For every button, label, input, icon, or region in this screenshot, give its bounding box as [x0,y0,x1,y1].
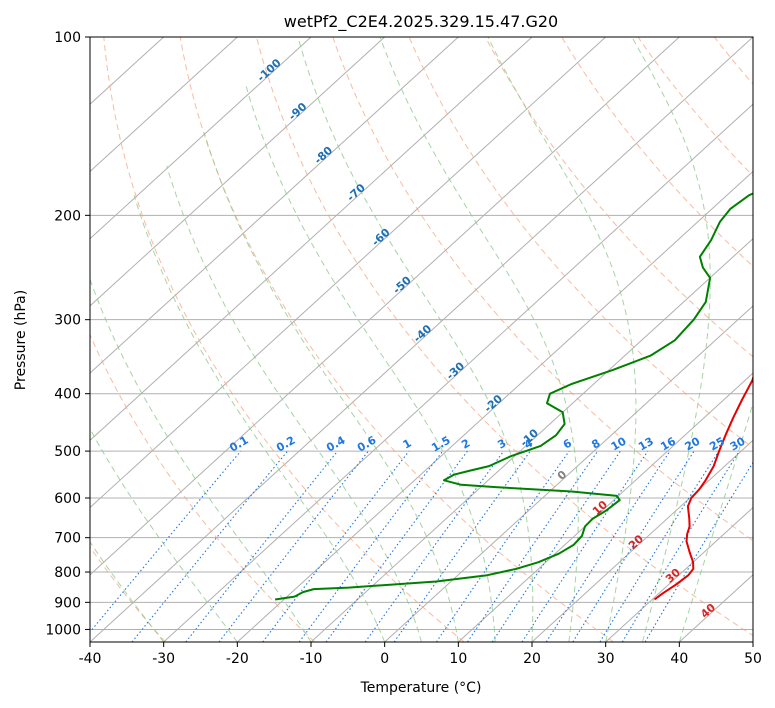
mixing-ratio-line [599,450,720,642]
x-tick-label: 0 [380,651,389,667]
x-tick-label: -40 [79,651,102,667]
x-tick-label: 30 [597,651,615,667]
dry-adiabat [484,37,753,358]
moist-adiabat [90,278,312,642]
chart-title: wetPf2_C2E4.2025.329.15.47.G20 [284,12,558,32]
isotherm-line [310,237,753,642]
isotherm-line [90,37,680,576]
isotherm-line [90,37,533,442]
y-axis: 100 200 300 400 500 600 700 800 900 1000 [45,30,90,638]
y-tick-label: 200 [54,208,81,224]
isotherm-line [605,506,753,642]
moist-adiabat [133,195,386,642]
isotherm-line [457,372,753,642]
mixing-ratio-line [90,450,242,633]
isotherm-line [163,103,753,642]
moist-adiabat [379,37,579,642]
y-tick-label: 600 [54,491,81,507]
x-tick-label: 50 [744,651,762,667]
y-tick-label: 400 [54,387,81,403]
moist-adiabat [244,83,496,642]
mixing-ratio-line [545,450,671,642]
mixing-ratio-line [572,450,695,642]
isotherm-line [90,37,607,509]
moist-adiabat [297,37,534,642]
y-tick-label: 700 [54,531,81,547]
moist-adiabat [90,427,238,642]
mixing-ratio-line [644,461,753,642]
x-tick-label: -30 [152,651,175,667]
dry-adiabat [179,37,614,642]
y-tick-label: 100 [54,30,81,46]
x-tick-label: 20 [523,651,541,667]
moist-adiabat [487,37,637,642]
x-tick-label: 10 [449,651,467,667]
isotherm-line [90,37,386,307]
isotherm-line [90,37,753,642]
moist-adiabat [678,401,753,642]
moist-adiabat [166,165,422,642]
x-axis-title: Temperature (°C) [360,680,482,696]
isotherm-line [90,37,312,240]
background-lines [90,37,753,642]
y-tick-label: 1000 [45,622,81,638]
y-tick-label: 500 [54,444,81,460]
x-axis: -40 -30 -20 -10 0 10 20 30 40 50 [79,642,762,667]
mixing-ratio-line [262,450,410,642]
isotherm-line [90,37,238,173]
y-tick-label: 800 [54,565,81,581]
mixing-ratio-line [393,450,531,642]
mixing-ratio-line [185,450,339,642]
mixing-ratio-line [467,450,599,642]
moist-adiabat [631,37,711,642]
mixing-ratio-line [218,450,369,642]
y-tick-label: 300 [54,313,81,329]
dewpoint-profile [274,192,753,601]
isotherm-line [236,170,753,642]
temperature-profile [653,374,753,601]
x-tick-label: -20 [226,651,249,667]
moist-adiabat [203,132,459,642]
y-tick-label: 900 [54,595,81,611]
dry-adiabat [408,37,753,449]
isotherm-line [384,305,753,642]
mixing-ratio-line [621,450,740,642]
plot-frame [89,36,754,643]
isotherm-line [531,439,753,642]
x-tick-label: 40 [670,651,688,667]
isotherm-line [90,37,459,374]
dry-adiabat [561,37,753,267]
profile-lines [274,192,753,601]
mixing-ratio-line [131,450,289,642]
mixing-ratio-line [364,450,505,642]
y-axis-title: Pressure (hPa) [13,290,29,390]
dry-adiabat [332,37,753,542]
moist-adiabat [90,541,165,642]
dry-adiabat [103,37,465,642]
x-tick-label: -10 [300,651,323,667]
dry-adiabat [256,37,753,637]
